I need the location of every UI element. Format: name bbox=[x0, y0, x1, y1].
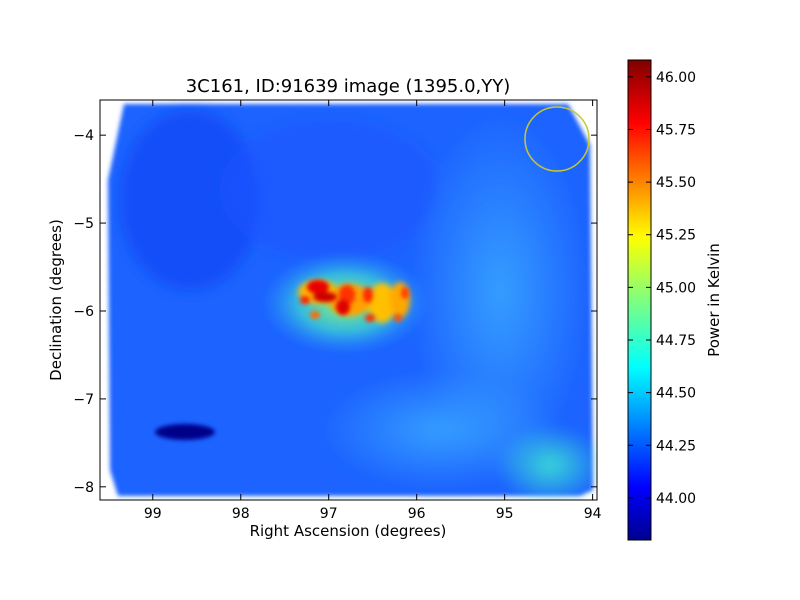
colorbar-tick-label: 44.50 bbox=[656, 386, 696, 402]
cold-spot bbox=[155, 424, 215, 440]
plot-area bbox=[100, 100, 597, 500]
y-tick-label: −4 bbox=[73, 128, 94, 144]
x-tick-label: 99 bbox=[144, 506, 162, 522]
colorbar-label: Power in Kelvin bbox=[705, 243, 723, 357]
y-tick-label: −5 bbox=[73, 216, 94, 232]
colorbar-tick-label: 45.00 bbox=[656, 280, 696, 296]
y-axis-label: Declination (degrees) bbox=[47, 219, 65, 381]
darker-region bbox=[220, 120, 440, 260]
colorbar-tick-label: 44.25 bbox=[656, 438, 696, 454]
darker-region bbox=[120, 110, 260, 290]
colorbar bbox=[627, 59, 652, 541]
x-tick-label: 95 bbox=[496, 506, 514, 522]
y-axis: −4 −5 −6 −7 −8 bbox=[73, 128, 597, 496]
x-axis: 99 98 97 96 95 94 bbox=[144, 100, 602, 522]
y-tick-label: −8 bbox=[73, 480, 94, 496]
colorbar-tick-label: 44.00 bbox=[656, 491, 696, 507]
x-tick-label: 98 bbox=[232, 506, 250, 522]
x-tick-label: 97 bbox=[320, 506, 338, 522]
colorbar-tick-label: 46.00 bbox=[656, 70, 696, 86]
colorbar-tick-label: 45.50 bbox=[656, 175, 696, 191]
x-tick-label: 96 bbox=[408, 506, 426, 522]
x-axis-label: Right Ascension (degrees) bbox=[250, 522, 447, 540]
plot-frame bbox=[99, 99, 598, 501]
chart-title: 3C161, ID:91639 image (1395.0,YY) bbox=[186, 76, 511, 97]
colorbar-tick-label: 45.25 bbox=[656, 228, 696, 244]
colorbar-tick-label: 44.75 bbox=[656, 333, 696, 349]
marker-circle bbox=[524, 106, 590, 172]
x-tick-label: 94 bbox=[584, 506, 602, 522]
colorbar-tick-label: 45.75 bbox=[656, 122, 696, 138]
colorbar-ticks: 44.00 44.25 44.50 44.75 45.00 45.25 45.50 45.75… bbox=[628, 70, 696, 507]
y-tick-label: −7 bbox=[73, 392, 94, 408]
y-tick-label: −6 bbox=[73, 304, 94, 320]
warm-corner-region bbox=[495, 425, 597, 500]
bright-source bbox=[260, 251, 430, 355]
